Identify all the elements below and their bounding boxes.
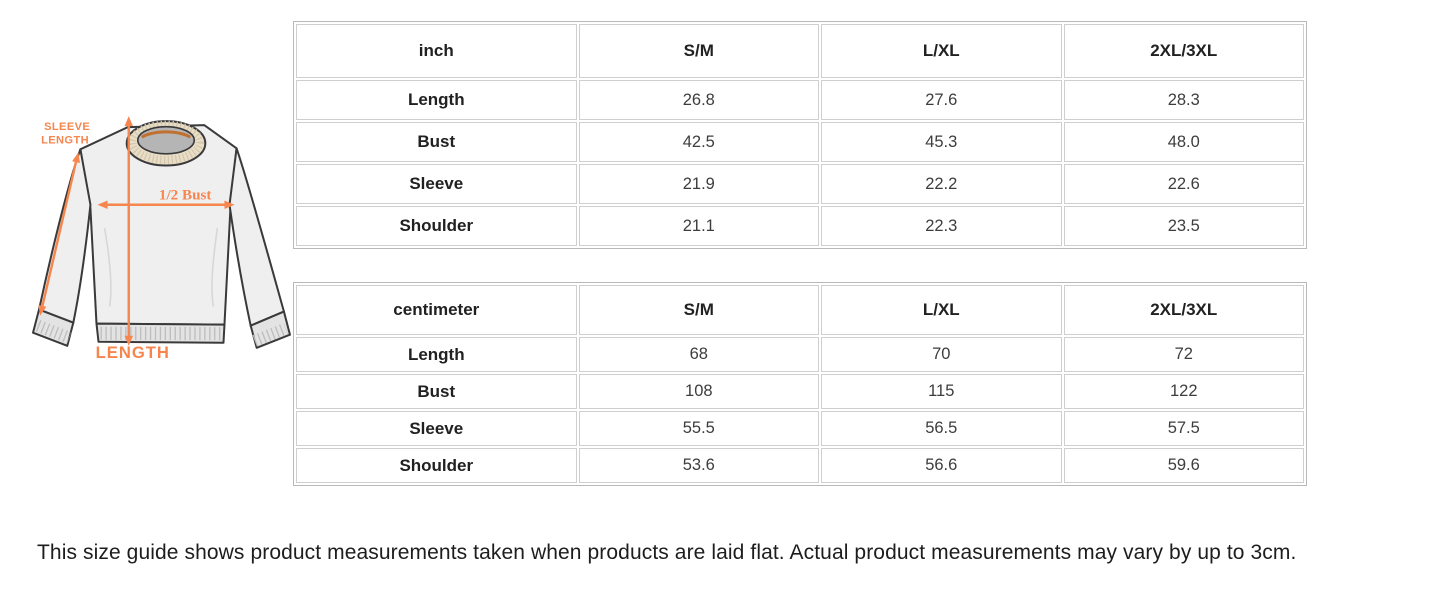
value-cell: 115 (821, 374, 1062, 409)
measure-label-cell: Sleeve (296, 411, 577, 446)
value-cell: 70 (821, 337, 1062, 372)
size-column-header: S/M (578, 24, 820, 78)
value-cell: 26.8 (578, 80, 820, 120)
table-row: Bust 42.5 45.3 48.0 (296, 122, 1304, 162)
value-cell: 53.6 (578, 448, 820, 483)
bust-arrowhead-left (97, 200, 108, 209)
table-row: Bust 108 115 122 (296, 374, 1304, 409)
left-sleeve (38, 148, 92, 324)
sleeve-length-label-line2: LENGTH (41, 134, 89, 146)
value-cell: 72 (1063, 337, 1304, 372)
value-cell: 22.6 (1063, 164, 1304, 204)
right-cuff (249, 310, 291, 349)
table-row: Length 68 70 72 (296, 337, 1304, 372)
length-label: LENGTH (96, 343, 170, 362)
length-arrowhead-top (124, 116, 133, 127)
sleeve-length-arrow (40, 160, 78, 308)
measure-label-cell: Shoulder (296, 448, 577, 483)
measure-label-cell: Length (296, 337, 577, 372)
measurement-diagram: SLEEVE LENGTH 1/2 Bust LENGTH (32, 110, 294, 366)
value-cell: 68 (578, 337, 820, 372)
bust-arrowhead-right (224, 200, 235, 209)
value-cell: 56.6 (821, 448, 1062, 483)
value-cell: 23.5 (1063, 206, 1304, 246)
right-cuff-rib-texture (252, 323, 289, 347)
value-cell: 122 (1063, 374, 1304, 409)
size-column-header: S/M (578, 285, 820, 335)
sleeve-arrowhead-top (72, 152, 80, 164)
value-cell: 42.5 (578, 122, 820, 162)
right-sleeve (228, 147, 285, 327)
header-row: centimeter S/M L/XL 2XL/3XL (296, 285, 1304, 335)
unit-header-cell: centimeter (296, 285, 577, 335)
measure-label-cell: Sleeve (296, 164, 577, 204)
table-row: Length 26.8 27.6 28.3 (296, 80, 1304, 120)
value-cell: 55.5 (578, 411, 820, 446)
value-cell: 21.1 (578, 206, 820, 246)
sweatshirt-illustration: SLEEVE LENGTH 1/2 Bust LENGTH (32, 116, 291, 362)
size-column-header: 2XL/3XL (1063, 285, 1304, 335)
value-cell: 22.3 (821, 206, 1062, 246)
size-column-header: 2XL/3XL (1063, 24, 1304, 78)
size-column-header: L/XL (821, 24, 1062, 78)
left-crease (103, 227, 112, 307)
value-cell: 27.6 (821, 80, 1062, 120)
table-row: Shoulder 21.1 22.3 23.5 (296, 206, 1304, 246)
collar-rib-texture (128, 120, 204, 164)
size-table-inch: inch S/M L/XL 2XL/3XL Length 26.8 27.6 2… (293, 21, 1307, 249)
value-cell: 22.2 (821, 164, 1062, 204)
collar-trim (141, 130, 192, 139)
right-crease (211, 227, 219, 307)
value-cell: 21.9 (578, 164, 820, 204)
half-bust-label: 1/2 Bust (159, 188, 211, 204)
length-arrowhead-bottom (124, 335, 133, 346)
hem-rib-texture (100, 326, 222, 341)
sleeve-arrowhead-bottom (38, 304, 47, 316)
value-cell: 45.3 (821, 122, 1062, 162)
header-row: inch S/M L/XL 2XL/3XL (296, 24, 1304, 78)
left-cuff-rib-texture (35, 320, 72, 344)
value-cell: 56.5 (821, 411, 1062, 446)
size-table-centimeter: centimeter S/M L/XL 2XL/3XL Length 68 70… (293, 282, 1307, 486)
value-cell: 28.3 (1063, 80, 1304, 120)
sleeve-length-label-line1: SLEEVE (44, 121, 90, 133)
value-cell: 48.0 (1063, 122, 1304, 162)
table-row: Shoulder 53.6 56.6 59.6 (296, 448, 1304, 483)
measure-label-cell: Bust (296, 122, 577, 162)
table-row: Sleeve 21.9 22.2 22.6 (296, 164, 1304, 204)
unit-header-cell: inch (296, 24, 577, 78)
measure-label-cell: Length (296, 80, 577, 120)
measure-label-cell: Shoulder (296, 206, 577, 246)
value-cell: 57.5 (1063, 411, 1304, 446)
measure-label-cell: Bust (296, 374, 577, 409)
value-cell: 108 (578, 374, 820, 409)
value-cell: 59.6 (1063, 448, 1304, 483)
size-column-header: L/XL (821, 285, 1062, 335)
size-guide-note: This size guide shows product measuremen… (37, 541, 1297, 564)
table-row: Sleeve 55.5 56.5 57.5 (296, 411, 1304, 446)
